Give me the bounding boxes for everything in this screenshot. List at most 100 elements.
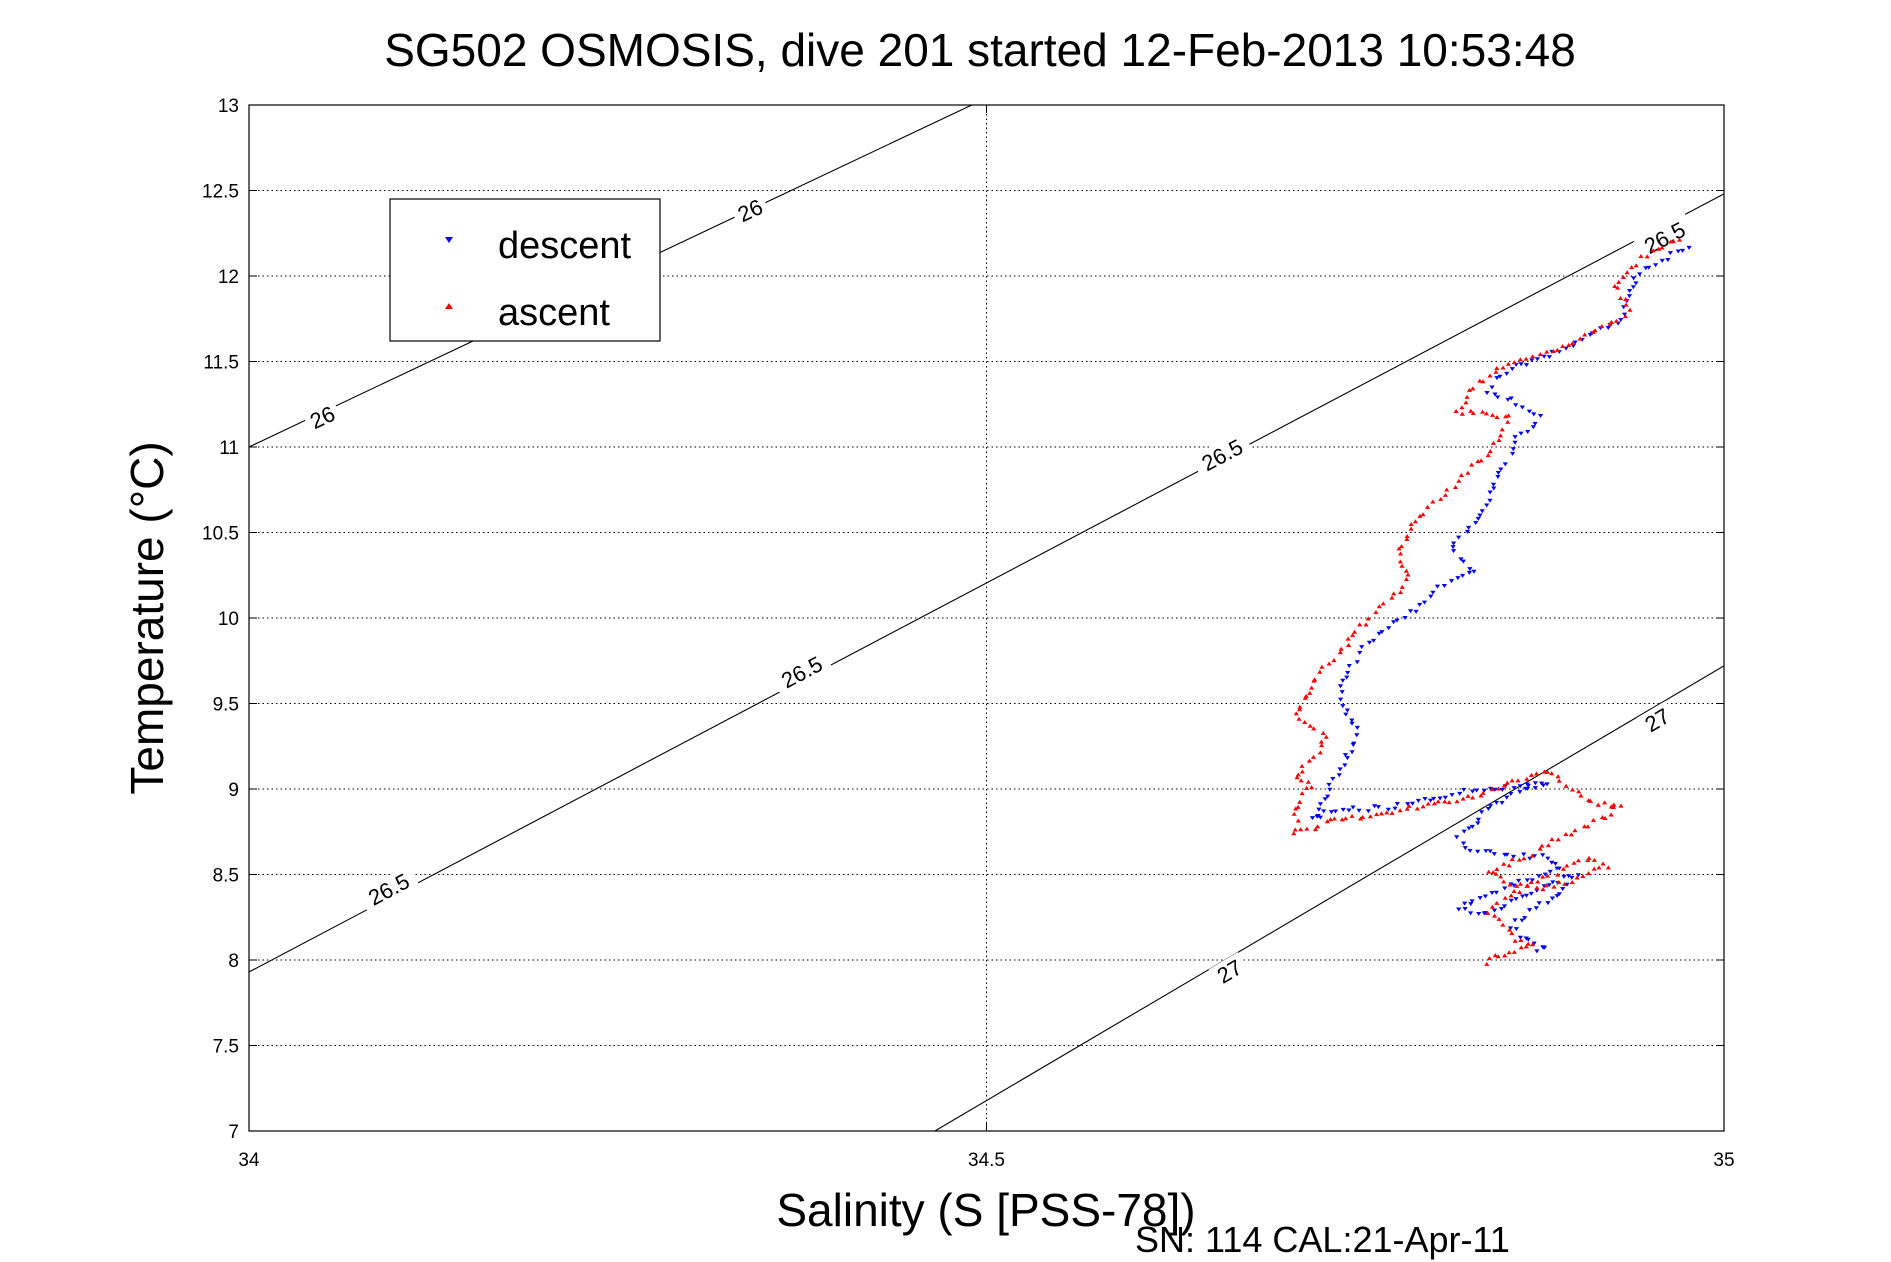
ascent-point: [1549, 771, 1555, 776]
y-tick-label: 10.5: [202, 524, 239, 545]
ascent-point: [1303, 785, 1310, 790]
descent-point: [1537, 414, 1544, 419]
descent-point: [1457, 791, 1463, 796]
ascent-point: [1496, 438, 1502, 443]
y-tick-label: 11: [219, 438, 239, 459]
legend-box: [389, 198, 661, 342]
ascent-point: [1477, 378, 1483, 383]
ascent-point: [1509, 778, 1515, 783]
ascent-point: [1555, 774, 1561, 779]
ascent-point: [1508, 893, 1514, 898]
ascent-point: [1323, 734, 1329, 739]
ascent-point: [1397, 559, 1403, 564]
ascent-point: [1424, 504, 1431, 509]
ascent-point: [1297, 827, 1304, 832]
descent-point: [1524, 878, 1530, 883]
ascent-point: [1299, 763, 1305, 768]
descent-point: [1631, 276, 1637, 281]
ascent-point: [1534, 885, 1540, 890]
descent-point: [1487, 849, 1493, 854]
ascent-point: [1487, 449, 1493, 454]
descent-point: [1541, 354, 1547, 359]
ascent-point: [1562, 881, 1568, 886]
ascent-point: [1517, 890, 1523, 895]
legend-descent-label: descent: [498, 225, 632, 267]
ascent-point: [1312, 827, 1319, 832]
descent-point: [1464, 529, 1471, 534]
ascent-point: [1638, 254, 1644, 259]
descent-point: [1679, 248, 1686, 253]
descent-point: [1566, 874, 1572, 879]
ascent-point: [1349, 813, 1355, 818]
legend[interactable]: descent ascent: [389, 198, 661, 342]
descent-point: [1531, 412, 1537, 417]
ascent-point: [1495, 954, 1501, 959]
ascent-point: [1530, 354, 1536, 359]
ascent-point: [1399, 584, 1405, 589]
ascent-point: [1480, 790, 1486, 795]
descent-point: [1356, 808, 1362, 813]
descent-point: [1633, 281, 1639, 286]
descent-point: [1326, 782, 1332, 787]
descent-point: [1479, 509, 1485, 514]
ascent-point: [1491, 913, 1498, 918]
descent-point: [1504, 371, 1510, 376]
ascent-point: [1305, 779, 1311, 784]
descent-point: [1379, 630, 1385, 635]
ascent-point: [1373, 610, 1379, 615]
descent-point: [1511, 883, 1517, 888]
ascent-point: [1524, 883, 1531, 888]
ascent-point: [1302, 720, 1308, 725]
descent-point: [1458, 557, 1464, 562]
descent-point: [1421, 600, 1428, 605]
descent-point: [1521, 852, 1527, 857]
ascent-point: [1295, 804, 1301, 809]
ascent-point: [1470, 410, 1476, 415]
descent-point: [1405, 802, 1411, 807]
descent-point: [1469, 824, 1475, 829]
ascent-point: [1590, 329, 1596, 334]
series-ascent: [1291, 237, 1683, 966]
ascent-point: [1320, 730, 1326, 735]
ascent-point: [1511, 949, 1517, 954]
ascent-point: [1291, 811, 1297, 816]
descent-point: [1460, 841, 1467, 846]
ascent-point: [1618, 803, 1624, 808]
descent-point: [1450, 545, 1456, 550]
descent-point: [1456, 535, 1462, 540]
ascent-point: [1577, 336, 1583, 341]
descent-point: [1534, 357, 1541, 362]
descent-point: [1522, 786, 1529, 791]
descent-point: [1504, 795, 1510, 800]
descent-point: [1544, 782, 1550, 787]
ascent-point: [1529, 853, 1535, 858]
descent-point: [1475, 849, 1481, 854]
ascent-point: [1374, 812, 1380, 817]
contour-label-halo: [1636, 700, 1678, 739]
descent-point: [1371, 804, 1378, 809]
y-tick-label: 8.5: [213, 866, 239, 887]
ascent-point: [1412, 519, 1419, 524]
descent-point: [1626, 294, 1633, 299]
ascent-point: [1398, 544, 1405, 549]
ascent-point: [1308, 685, 1315, 690]
descent-point: [1321, 809, 1327, 814]
contour-label-halo: [1633, 213, 1696, 262]
ascent-point: [1505, 413, 1512, 418]
descent-point: [1525, 783, 1531, 788]
descent-point: [1525, 430, 1531, 435]
ascent-point: [1569, 787, 1576, 792]
ascent-point: [1299, 769, 1305, 774]
ascent-point: [1576, 789, 1582, 794]
ascent-point: [1554, 347, 1560, 352]
ascent-point: [1533, 771, 1540, 776]
ascent-point: [1595, 802, 1601, 807]
descent-point: [1475, 821, 1481, 826]
descent-point: [1512, 440, 1518, 445]
descent-point: [1501, 904, 1508, 909]
descent-point: [1392, 806, 1398, 811]
descent-point: [1342, 763, 1348, 768]
ascent-point: [1556, 778, 1562, 783]
ascent-point: [1306, 758, 1313, 763]
